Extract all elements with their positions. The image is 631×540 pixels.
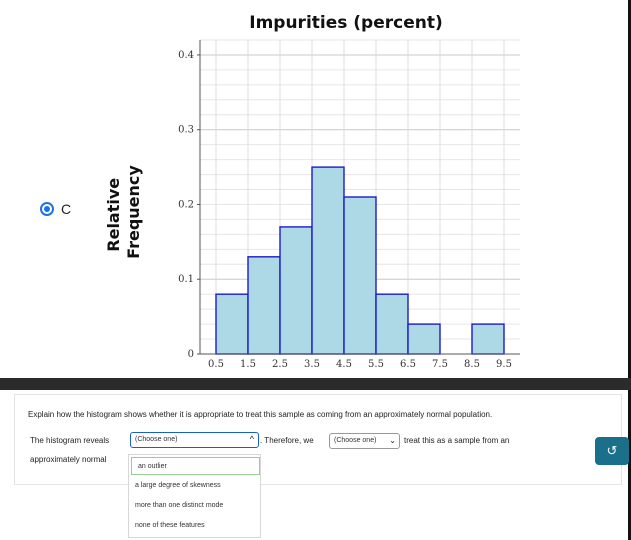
sentence-start: The histogram reveals <box>30 436 110 445</box>
histogram-bar <box>215 293 249 355</box>
y-axis-label: Relative Frequency <box>104 165 143 259</box>
x-tick-label: 9.5 <box>496 359 512 370</box>
sentence-end: treat this as a sample from an <box>404 436 510 445</box>
section-divider <box>0 378 631 390</box>
y-tick-label: 0.1 <box>178 274 194 285</box>
x-tick-label: 7.5 <box>432 359 448 370</box>
chart-axes <box>199 40 520 355</box>
y-tick-label: 0.3 <box>178 125 194 136</box>
question-prompt: Explain how the histogram shows whether … <box>28 410 493 419</box>
y-tick-label: 0 <box>188 349 194 360</box>
dropdown-option-outlier[interactable]: an outlier <box>131 457 260 475</box>
chart-bars <box>215 166 505 355</box>
histogram-bar <box>247 256 281 355</box>
dropdown-option-skewness[interactable]: a large degree of skewness <box>135 482 221 489</box>
question-panel <box>14 394 622 485</box>
x-tick-label: 0.5 <box>208 359 224 370</box>
x-tick-label: 8.5 <box>464 359 480 370</box>
undo-icon: ↺ <box>606 443 618 458</box>
histogram-bar <box>375 293 409 355</box>
reveal-dropdown-menu: an outlier a large degree of skewness mo… <box>128 454 261 538</box>
chevron-down-icon: ⌄ <box>389 436 396 445</box>
dropdown-option-multiple-modes[interactable]: more than one distinct mode <box>135 502 224 509</box>
y-axis-label-line2: Frequency <box>124 165 143 259</box>
x-tick-label: 4.5 <box>336 359 352 370</box>
chevron-up-icon: ^ <box>249 434 254 444</box>
chart-title: Impurities (percent) <box>249 13 443 33</box>
x-tick-label: 3.5 <box>304 359 320 370</box>
dropdown-option-none[interactable]: none of these features <box>135 522 205 529</box>
reveal-select-value: (Choose one) <box>135 436 178 443</box>
histogram-bar <box>471 323 505 355</box>
answer-option-c[interactable]: C <box>40 201 71 217</box>
y-tick-label: 0.2 <box>178 199 194 210</box>
histogram-bar <box>279 226 313 355</box>
x-tick-label: 1.5 <box>240 359 256 370</box>
y-tick-label: 0.4 <box>178 50 194 61</box>
sentence-middle: . Therefore, we <box>260 436 314 445</box>
histogram-chart: Impurities (percent) Relative Frequency … <box>104 13 520 370</box>
therefore-select-value: (Choose one) <box>334 437 377 444</box>
therefore-select[interactable]: (Choose one) ⌄ <box>329 433 400 449</box>
option-letter: C <box>61 201 72 217</box>
undo-button[interactable]: ↺ <box>595 437 629 465</box>
radio-selected-icon[interactable] <box>40 202 54 216</box>
y-axis-label-line1: Relative <box>104 178 123 252</box>
histogram-bar <box>311 166 345 355</box>
x-tick-label: 5.5 <box>368 359 384 370</box>
chart-ticks: 0 0.1 0.2 0.3 0.4 0.5 1.5 2.5 3.5 4.5 5.5 6.5 7.5 8.5… <box>178 50 512 370</box>
reveal-select[interactable]: (Choose one) ^ <box>130 432 259 448</box>
x-tick-label: 6.5 <box>400 359 416 370</box>
histogram-bar <box>407 323 441 355</box>
histogram-bar <box>343 196 377 355</box>
window-edge <box>628 0 631 540</box>
sentence-line2: approximately normal <box>30 455 107 464</box>
x-tick-label: 2.5 <box>272 359 288 370</box>
